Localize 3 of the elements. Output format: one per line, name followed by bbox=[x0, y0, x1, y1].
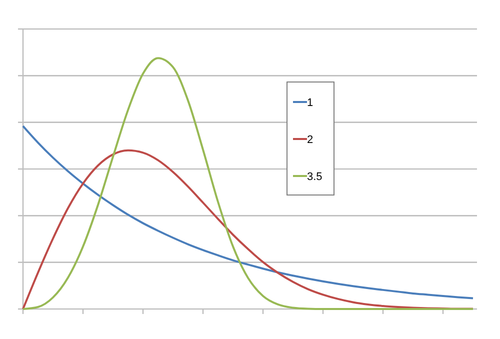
legend-label: 2 bbox=[307, 134, 314, 146]
legend-label: 1 bbox=[307, 97, 314, 109]
legend-label: 3.5 bbox=[307, 171, 322, 183]
